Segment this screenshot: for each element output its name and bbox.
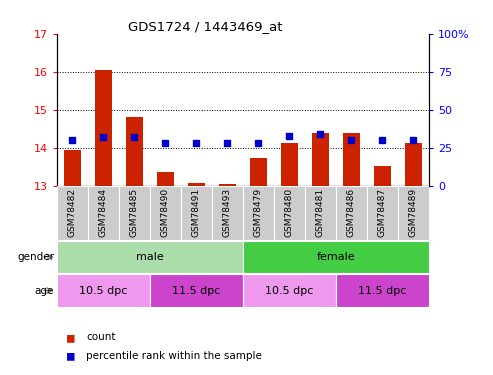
Bar [336, 186, 367, 240]
Bar [305, 186, 336, 240]
Text: GSM78480: GSM78480 [285, 188, 294, 237]
Bar [57, 186, 88, 240]
Bar [312, 133, 329, 186]
Bar [367, 186, 398, 240]
Bar [188, 183, 205, 186]
Bar [243, 186, 274, 240]
Bar [88, 186, 119, 240]
Bar [150, 274, 243, 307]
Bar [126, 117, 143, 186]
Text: 10.5 dpc: 10.5 dpc [79, 286, 127, 296]
Text: 11.5 dpc: 11.5 dpc [172, 286, 220, 296]
Bar [243, 241, 429, 273]
Bar [250, 158, 267, 186]
Bar [64, 150, 81, 186]
Text: GSM78493: GSM78493 [223, 188, 232, 237]
Title: GDS1724 / 1443469_at: GDS1724 / 1443469_at [128, 20, 283, 33]
Text: GSM78482: GSM78482 [68, 188, 77, 237]
Bar [57, 274, 150, 307]
Point [348, 137, 355, 143]
Bar [343, 133, 360, 186]
Text: GSM78484: GSM78484 [99, 188, 108, 237]
Text: gender: gender [17, 252, 54, 262]
Bar [398, 186, 429, 240]
Text: GSM78481: GSM78481 [316, 188, 325, 237]
Bar [157, 172, 174, 186]
Point [254, 140, 262, 146]
Bar [336, 274, 429, 307]
Bar [181, 186, 212, 240]
Text: GSM78485: GSM78485 [130, 188, 139, 237]
Point [130, 134, 138, 140]
Text: percentile rank within the sample: percentile rank within the sample [86, 351, 262, 361]
Bar [212, 186, 243, 240]
Text: GSM78479: GSM78479 [254, 188, 263, 237]
Point [68, 137, 76, 143]
Point [192, 140, 200, 146]
Text: ■: ■ [67, 350, 74, 363]
Bar [219, 184, 236, 186]
Text: GSM78489: GSM78489 [409, 188, 418, 237]
Point [379, 137, 387, 143]
Point [223, 140, 231, 146]
Bar [243, 274, 336, 307]
Bar [374, 165, 391, 186]
Text: male: male [136, 252, 164, 262]
Bar [95, 70, 112, 186]
Text: GSM78487: GSM78487 [378, 188, 387, 237]
Text: age: age [35, 286, 54, 296]
Bar [150, 186, 181, 240]
Point [317, 131, 324, 137]
Text: GSM78490: GSM78490 [161, 188, 170, 237]
Text: GSM78486: GSM78486 [347, 188, 356, 237]
Text: ■: ■ [67, 331, 74, 344]
Bar [274, 186, 305, 240]
Bar [281, 143, 298, 186]
Text: 11.5 dpc: 11.5 dpc [358, 286, 407, 296]
Point [410, 137, 418, 143]
Point [161, 140, 169, 146]
Point [285, 132, 293, 138]
Text: 10.5 dpc: 10.5 dpc [265, 286, 314, 296]
Point [99, 134, 107, 140]
Text: count: count [86, 333, 116, 342]
Text: female: female [317, 252, 355, 262]
Bar [119, 186, 150, 240]
Bar [57, 241, 243, 273]
Bar [405, 143, 422, 186]
Text: GSM78491: GSM78491 [192, 188, 201, 237]
